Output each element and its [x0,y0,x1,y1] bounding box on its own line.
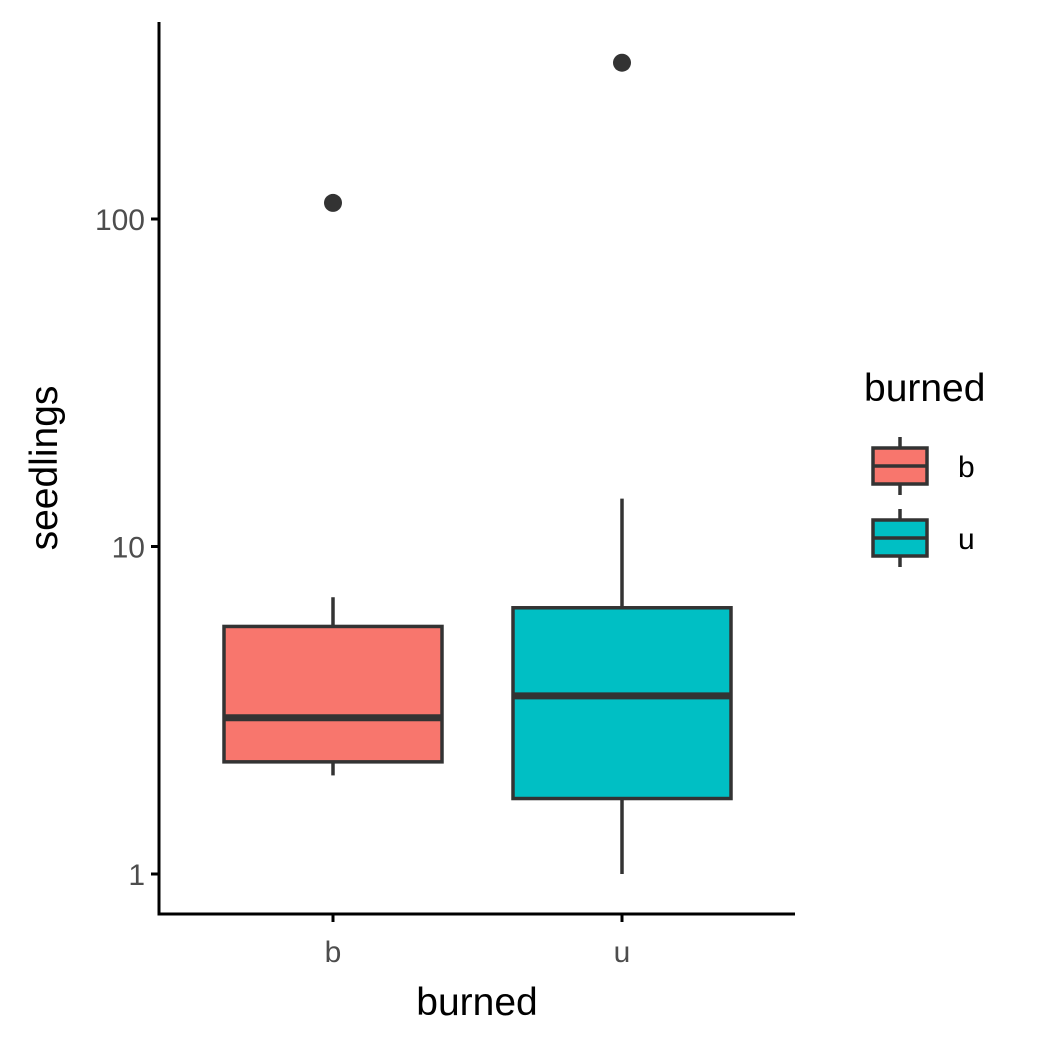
legend: burned b u [864,367,985,567]
y-axis-ticks: 1 10 100 [95,204,159,892]
y-tick-label-1: 1 [128,859,145,892]
box-b [222,193,444,776]
y-tick-label-100: 100 [95,204,145,237]
plot-panel [222,53,733,874]
box-u [511,53,733,874]
outlier-point-u-0 [613,53,631,72]
x-axis-title: burned [416,981,537,1024]
legend-label-u: u [958,523,975,556]
y-tick-label-10: 10 [112,532,145,565]
x-tick-label-b: b [325,936,342,969]
x-tick-label-u: u [614,936,631,969]
y-axis-title: seedlings [23,386,66,551]
legend-title: burned [864,367,985,410]
outlier-point-b-0 [324,193,342,212]
box-rect-u [511,606,733,801]
box-rect-b [222,624,444,764]
legend-label-b: b [958,451,975,484]
